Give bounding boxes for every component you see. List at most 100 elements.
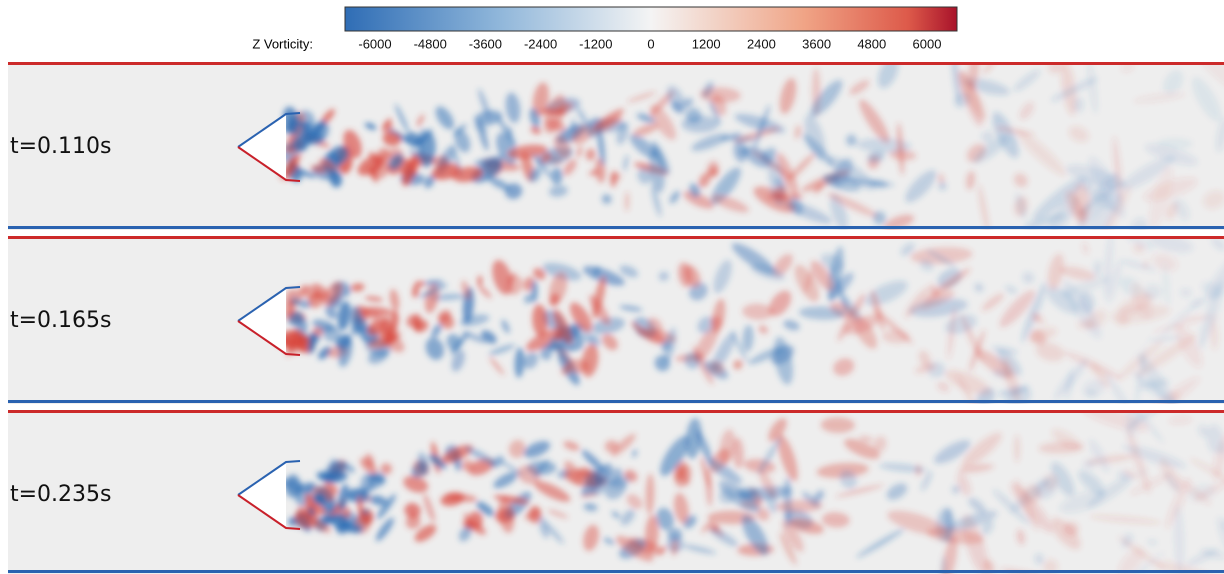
- vortex-blob: [312, 519, 331, 533]
- vortex-blob: [1122, 445, 1186, 469]
- vortex-blob: [424, 174, 435, 189]
- vortex-blob: [481, 330, 497, 344]
- vortex-blob: [368, 151, 378, 161]
- vortex-blob: [969, 329, 986, 373]
- vortex-blob: [945, 369, 992, 396]
- vortex-blob: [451, 166, 483, 183]
- vortex-blob: [1059, 490, 1105, 514]
- vortex-blob: [541, 153, 551, 163]
- vortex-blob: [1165, 477, 1191, 529]
- colorbar-tick-label: -3600: [469, 36, 502, 51]
- vortex-blob: [909, 298, 968, 318]
- vortex-blob: [667, 528, 683, 541]
- vortex-blob: [290, 120, 297, 129]
- vortex-blob: [632, 449, 638, 458]
- vortex-blob: [779, 532, 797, 566]
- vortex-blob: [441, 444, 473, 464]
- vortex-blob: [757, 437, 782, 475]
- vortex-blob: [1089, 515, 1162, 524]
- vortex-blob: [658, 545, 667, 554]
- vortex-blob: [581, 344, 599, 378]
- vortex-blob: [553, 308, 573, 344]
- vortex-blob: [718, 480, 760, 513]
- vortex-blob: [425, 337, 444, 360]
- vortex-blob: [832, 158, 853, 187]
- vortex-blob: [1168, 416, 1193, 425]
- top-wall: [8, 236, 1224, 239]
- vortex-blob: [454, 129, 471, 153]
- vortex-blob: [1086, 309, 1107, 330]
- vortex-blob: [689, 183, 701, 198]
- vortex-blob: [488, 344, 516, 356]
- vortex-blob: [773, 186, 788, 201]
- vortex-blob: [905, 170, 937, 203]
- vortex-blob: [473, 110, 503, 126]
- vortex-blob: [1174, 322, 1203, 368]
- vortex-blob: [978, 184, 990, 230]
- vortex-blob: [367, 319, 386, 336]
- vortex-blob: [338, 337, 353, 368]
- vortex-blob: [544, 522, 564, 544]
- vortex-blob: [804, 114, 826, 161]
- vortex-blob: [956, 472, 971, 496]
- vortex-blob: [569, 302, 592, 332]
- vortex-blob: [459, 525, 472, 542]
- vortex-blob: [429, 293, 466, 301]
- vortex-blob: [938, 173, 945, 184]
- vortex-blob: [505, 92, 521, 123]
- vortex-blob: [859, 99, 890, 143]
- vortex-blob: [1164, 471, 1180, 492]
- vortex-blob: [382, 131, 401, 146]
- vortex-blob: [1087, 475, 1134, 509]
- vortex-blob: [417, 452, 429, 476]
- vortex-blob: [682, 544, 717, 554]
- vortex-blob: [810, 260, 834, 291]
- vortex-blob: [626, 494, 643, 509]
- vortex-blob: [580, 491, 599, 498]
- vortex-blob: [424, 280, 444, 286]
- vortex-blob: [291, 168, 316, 178]
- vortex-blob: [576, 106, 590, 128]
- vortex-blob: [431, 323, 442, 338]
- vortex-blob: [1013, 173, 1028, 188]
- vortex-blob: [1028, 327, 1058, 343]
- vortex-blob: [1206, 424, 1224, 454]
- colorbar-tick-label: -1200: [579, 36, 612, 51]
- vortex-blob: [380, 463, 392, 475]
- vortex-blob: [644, 514, 659, 553]
- vortex-blob: [357, 495, 364, 519]
- vortex-blob: [1061, 276, 1110, 297]
- vortex-blob: [620, 509, 635, 526]
- vortex-blob: [849, 80, 870, 95]
- vortex-blob: [758, 325, 768, 334]
- vortex-blob: [313, 122, 330, 144]
- vortex-blob: [1212, 433, 1224, 480]
- vortex-blob: [650, 104, 677, 140]
- vortex-blob: [532, 82, 550, 117]
- vortex-blob: [660, 435, 690, 476]
- vortex-blob: [775, 500, 823, 513]
- vortex-blob: [759, 470, 777, 498]
- vortex-blob: [996, 126, 1035, 136]
- vortex-blob: [731, 243, 776, 275]
- vortex-blob: [365, 453, 375, 468]
- colorbar-tick-label: 2400: [747, 36, 776, 51]
- vortex-blob: [589, 335, 601, 347]
- vortex-blob: [900, 242, 915, 256]
- vortex-blob: [1211, 237, 1224, 251]
- vortex-blob: [623, 154, 629, 172]
- vortex-blob: [329, 170, 342, 188]
- colorbar-tick-label: 1200: [692, 36, 721, 51]
- vortex-blob: [1123, 469, 1139, 479]
- vortex-blob: [867, 151, 885, 163]
- vortex-blob: [992, 112, 1019, 158]
- vortex-blob: [691, 133, 729, 151]
- vortex-blob: [696, 429, 713, 464]
- vortex-blob: [1090, 362, 1110, 389]
- vortex-blob: [651, 185, 662, 217]
- vortex-blob: [968, 497, 986, 514]
- colorbar-tick-label: -2400: [524, 36, 557, 51]
- vortex-blob: [532, 304, 548, 337]
